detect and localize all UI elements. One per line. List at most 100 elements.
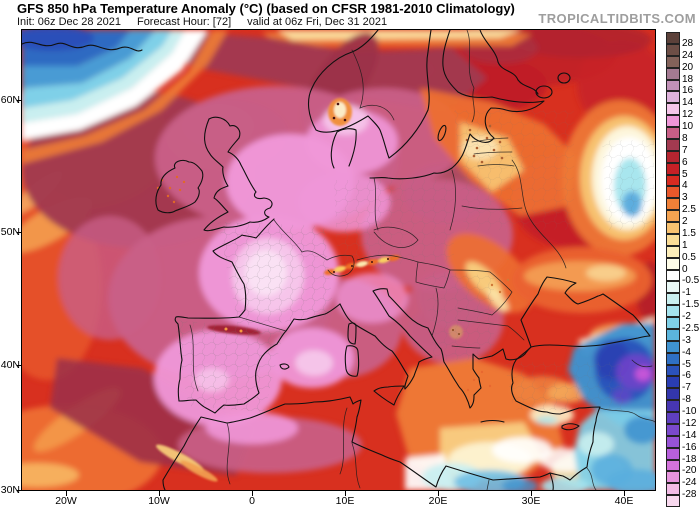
colorbar-cell (666, 198, 680, 211)
colorbar-cell (666, 91, 680, 104)
colorbar-tick-label: 5 (682, 168, 688, 180)
colorbar-tick-label: -8 (682, 394, 691, 406)
coastlines (22, 30, 651, 490)
colorbar-cell (666, 376, 680, 389)
lat-tick (17, 100, 22, 101)
colorbar-tick-label: -6 (682, 370, 691, 382)
lat-label-30N: 30N (0, 484, 20, 496)
lon-tick (159, 491, 160, 496)
colorbar-tick-label: 10 (682, 121, 694, 132)
colorbar-cell (666, 43, 680, 56)
colorbar-tick-label: 6 (682, 156, 688, 168)
colorbar-tick-label: 4 (682, 180, 688, 192)
run-info: Init: 06z Dec 28 2021 Forecast Hour: [72]… (17, 16, 403, 28)
colorbar-cell (666, 305, 680, 317)
colorbar-cell (666, 210, 680, 222)
colorbar-cell (666, 79, 680, 92)
anomaly-field-svg (22, 30, 655, 490)
site-watermark: TROPICALTIDBITS.COM (538, 11, 696, 26)
colorbar-cell (666, 257, 680, 270)
colorbar-cell (666, 138, 680, 151)
lon-tick (531, 491, 532, 496)
colorbar-cell (666, 162, 680, 175)
colorbar-cell (666, 340, 680, 353)
lat-label-40N: 40N (0, 359, 20, 371)
colorbar-cell (666, 150, 680, 163)
colorbar-cell (666, 32, 680, 44)
lon-tick (252, 491, 253, 496)
colorbar-tick-label: 1.5 (682, 227, 696, 239)
colorbar-cell (666, 127, 680, 139)
country-borders (189, 30, 655, 490)
colorbar-tick-label: -24 (682, 477, 697, 489)
colorbar-cell (666, 423, 680, 436)
colorbar-cell (666, 328, 680, 341)
admin-boundaries (174, 110, 654, 412)
anomaly-map (21, 29, 656, 491)
colorbar-tick-label: -1.5 (682, 299, 700, 311)
colorbar-cell (666, 233, 680, 246)
colorbar-tick-label: -2.5 (682, 322, 700, 334)
colorbar-cell (666, 245, 680, 258)
colorbar-cell (666, 495, 680, 507)
colorbar-cell (666, 483, 680, 496)
colorbar-tick-label: 0.5 (682, 251, 696, 263)
colorbar-cell (666, 471, 680, 484)
lat-tick (17, 232, 22, 233)
colorbar-tick-label: 3 (682, 192, 688, 204)
colorbar-tick-label: 12 (682, 109, 694, 121)
lon-label-0: 0 (249, 495, 255, 507)
colorbar-tick-label: -0.5 (682, 275, 700, 287)
colorbar-tick-label: -14 (682, 429, 697, 441)
lon-label-20W: 20W (55, 495, 77, 507)
colorbar-cell (666, 459, 680, 472)
colorbar-tick-label: 28 (682, 37, 694, 49)
lon-tick (438, 491, 439, 496)
colorbar-tick-label: -1 (682, 287, 691, 299)
colorbar-cells (666, 32, 680, 507)
colorbar-tick-label: 24 (682, 49, 694, 61)
lat-label-60N: 60N (0, 94, 20, 106)
colorbar-cell (666, 222, 680, 234)
colorbar-tick-label: 16 (682, 85, 694, 97)
colorbar-tick-label: -16 (682, 441, 697, 453)
colorbar-cell (666, 435, 680, 448)
colorbar-tick-label: 7 (682, 144, 688, 156)
colorbar-tick-label: 8 (682, 132, 688, 144)
colorbar-tick-label: -28 (682, 489, 697, 501)
lat-label-50N: 50N (0, 226, 20, 238)
lon-label-20E: 20E (428, 495, 448, 507)
colorbar-cell (666, 281, 680, 294)
colorbar-cell (666, 317, 680, 329)
colorbar-tick-label: 2 (682, 216, 688, 227)
lon-tick (345, 491, 346, 496)
colorbar-tick-label: -12 (682, 417, 697, 429)
colorbar-cell (666, 388, 680, 401)
colorbar-tick-label: -7 (682, 382, 691, 394)
colorbar-cell (666, 364, 680, 377)
colorbar-cell (666, 412, 680, 424)
colorbar-cell (666, 400, 680, 412)
colorbar-tick-label: 0 (682, 263, 688, 275)
colorbar-cell (666, 103, 680, 116)
colorbar-tick-label: 1 (682, 239, 688, 251)
lon-label-30E: 30E (521, 495, 541, 507)
colorbar-tick-label: -20 (682, 465, 697, 477)
colorbar-cell (666, 115, 680, 127)
colorbar-cell (666, 352, 680, 365)
colorbar-tick-label: -18 (682, 453, 697, 465)
lon-label-10W: 10W (148, 495, 170, 507)
colorbar-tick-label: -2 (682, 311, 691, 322)
colorbar-cell (666, 293, 680, 306)
colorbar-tick-label: 18 (682, 73, 694, 85)
forecast-hour: Forecast Hour: [72] (136, 16, 232, 28)
valid-time: valid at 06z Fri, Dec 31 2021 (247, 16, 388, 28)
colorbar-cell (666, 55, 680, 68)
lon-tick (624, 491, 625, 496)
colorbar-tick-label: -3 (682, 334, 691, 346)
lon-tick (66, 491, 67, 496)
lon-label-10E: 10E (335, 495, 355, 507)
colorbar-cell (666, 186, 680, 199)
lon-label-40E: 40E (614, 495, 634, 507)
colorbar-cell (666, 174, 680, 187)
